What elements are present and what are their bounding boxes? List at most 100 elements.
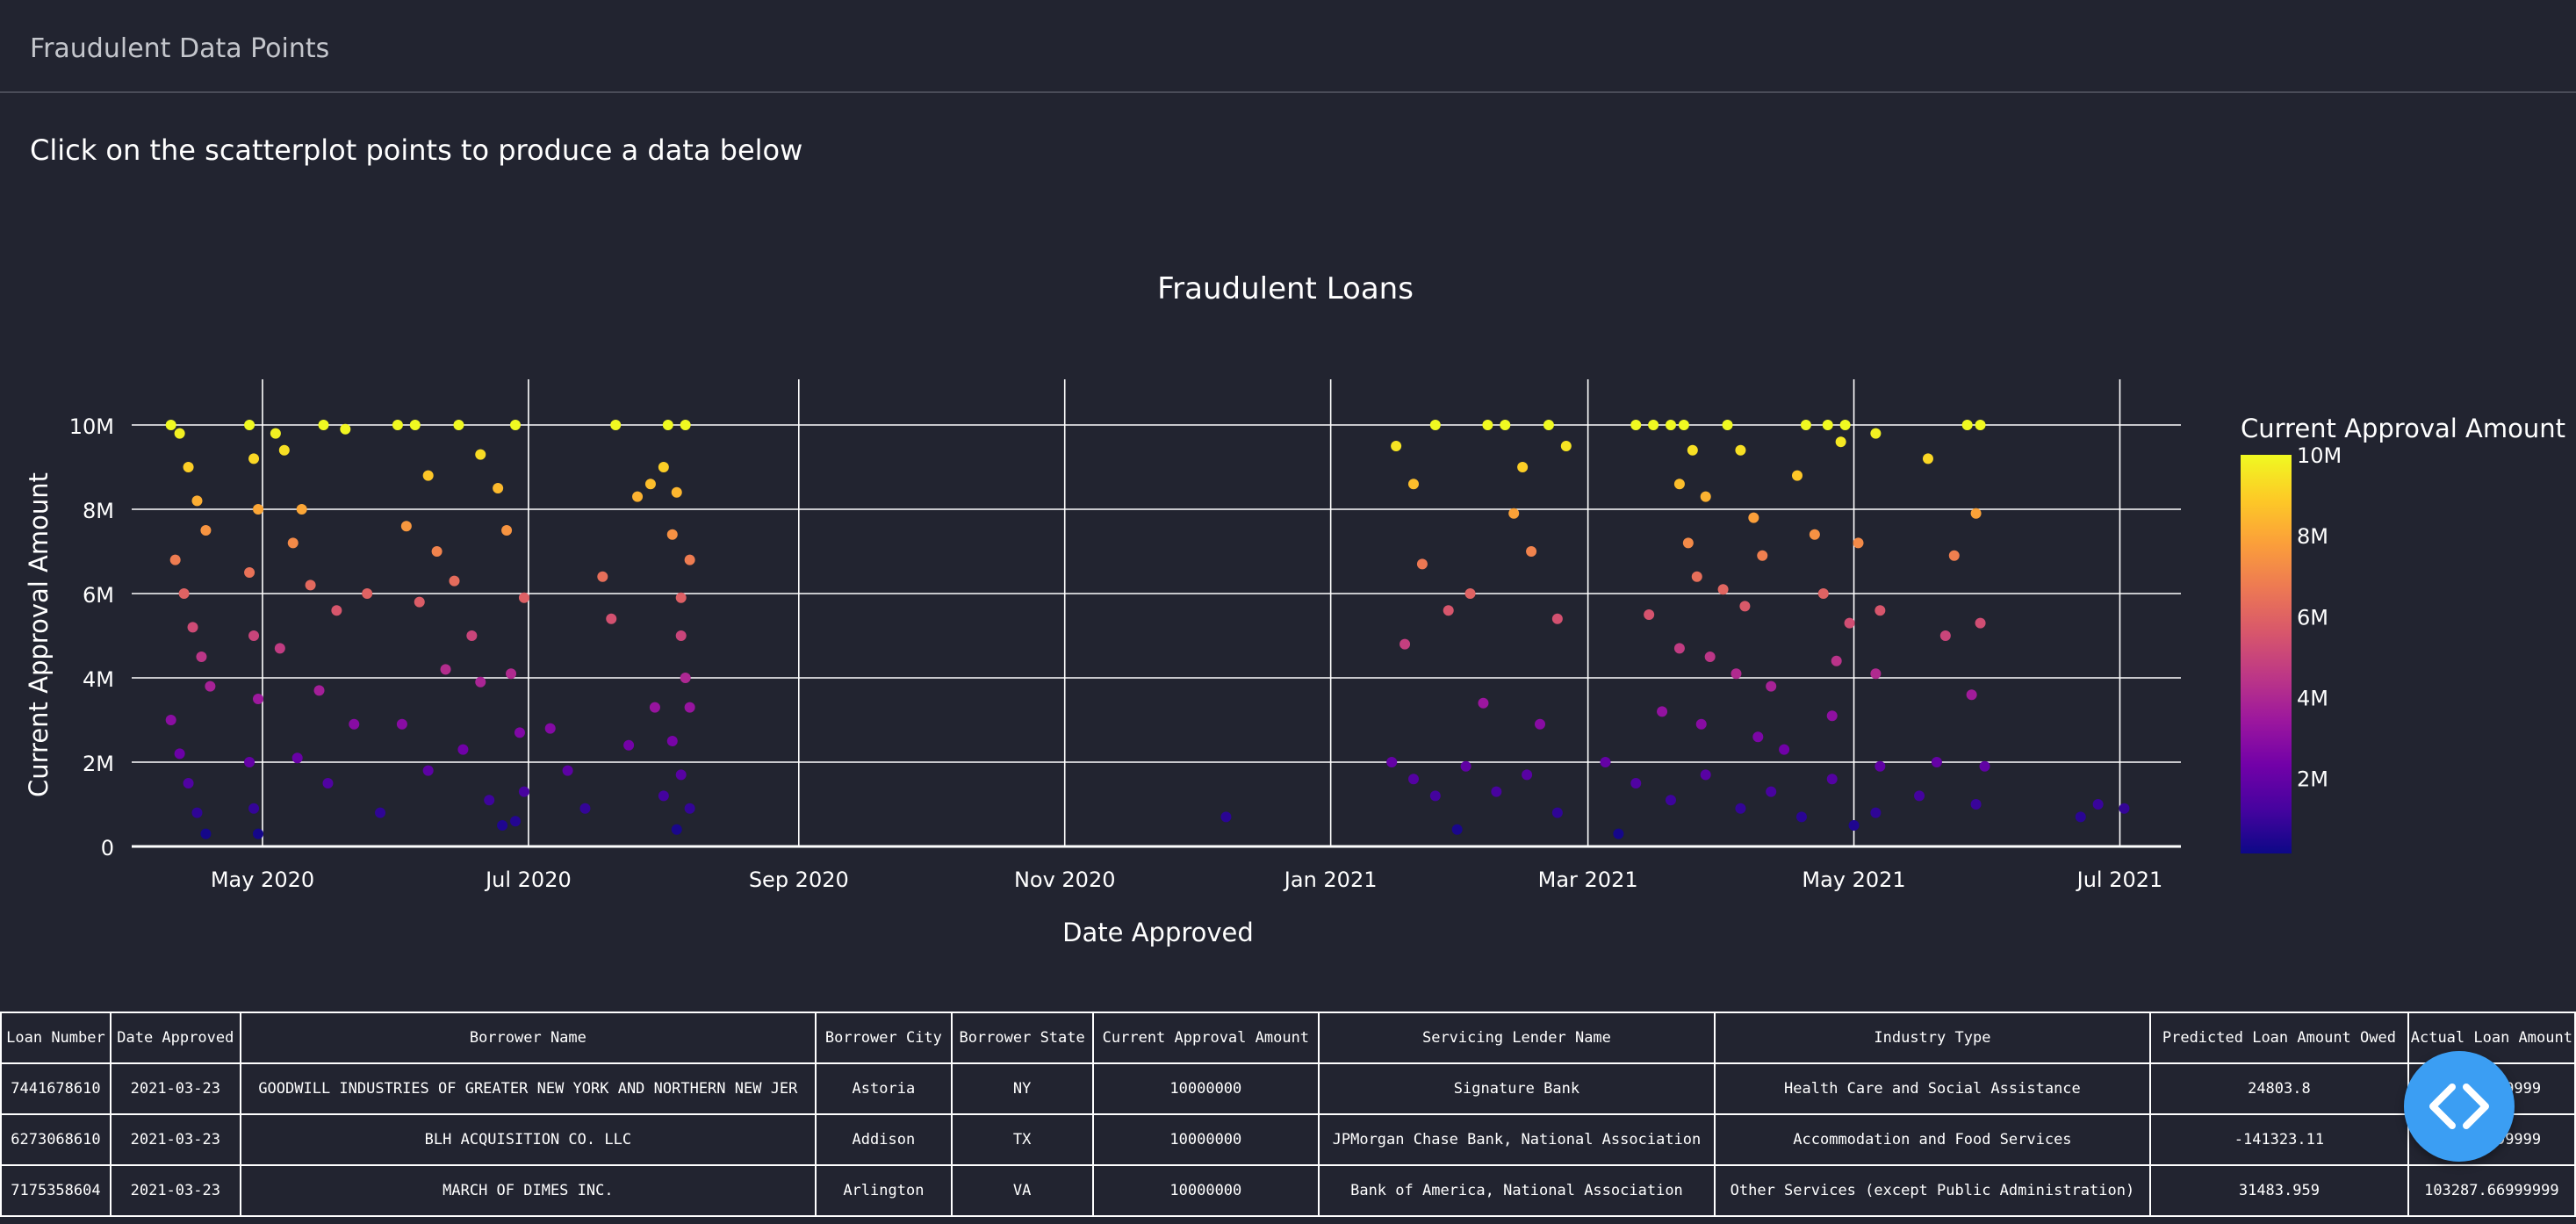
data-point[interactable] [1644,609,1655,620]
data-point[interactable] [1386,757,1398,767]
data-point[interactable] [1870,807,1882,818]
data-point[interactable] [1831,655,1842,666]
data-point[interactable] [422,765,434,776]
data-point[interactable] [340,423,351,435]
data-point[interactable] [1695,718,1707,730]
data-point[interactable] [305,580,316,591]
data-point[interactable] [1979,760,1990,772]
data-point[interactable] [684,803,695,814]
data-point[interactable] [1975,617,1986,629]
data-point[interactable] [322,778,334,788]
data-point[interactable] [409,420,421,430]
data-point[interactable] [1600,757,1611,767]
data-point[interactable] [1443,605,1454,616]
data-point[interactable] [200,828,212,839]
data-point[interactable] [196,652,207,662]
data-point[interactable] [1874,760,1886,772]
data-point[interactable] [1948,550,1960,561]
data-point[interactable] [2119,803,2130,814]
data-point[interactable] [1416,558,1428,570]
data-point[interactable] [1678,420,1689,430]
data-point[interactable] [165,715,176,725]
data-point[interactable] [493,483,504,493]
data-point[interactable] [610,420,622,430]
data-point[interactable] [1407,774,1419,785]
data-point[interactable] [644,479,656,490]
data-point[interactable] [671,824,682,835]
data-point[interactable] [313,685,325,696]
data-point[interactable] [1826,774,1838,785]
data-point[interactable] [2092,799,2104,810]
data-point[interactable] [1757,550,1768,561]
data-point[interactable] [200,525,212,536]
data-point[interactable] [1560,441,1572,451]
data-point[interactable] [270,428,281,439]
data-point[interactable] [244,567,255,578]
data-point[interactable] [518,786,529,797]
data-point[interactable] [466,630,478,641]
data-point[interactable] [1791,470,1802,481]
data-point[interactable] [449,575,460,587]
data-point[interactable] [1551,613,1563,624]
data-point[interactable] [506,668,517,680]
data-point[interactable] [675,630,687,641]
data-point[interactable] [1800,420,1811,430]
data-point[interactable] [187,622,198,633]
data-point[interactable] [1429,420,1441,430]
data-point[interactable] [1682,537,1694,549]
data-point[interactable] [1839,420,1851,430]
data-point[interactable] [1826,710,1838,722]
data-point[interactable] [1722,420,1733,430]
data-point[interactable] [1522,769,1533,781]
data-point[interactable] [1613,828,1624,839]
data-point[interactable] [1648,420,1659,430]
data-point[interactable] [579,803,591,814]
data-point[interactable] [1687,444,1698,456]
data-point[interactable] [174,748,185,760]
data-point[interactable] [1731,668,1742,680]
data-point[interactable] [684,554,695,565]
data-point[interactable] [205,680,216,692]
data-point[interactable] [514,727,525,738]
data-point[interactable] [510,420,522,430]
data-point[interactable] [475,449,486,460]
scatter-chart[interactable]: Fraudulent Loans 0 2M 4M 6M 8M 10M May 2020 Jul… [0,228,2576,983]
data-point[interactable] [291,752,303,764]
data-point[interactable] [1822,420,1833,430]
data-point[interactable] [453,420,464,430]
data-point[interactable] [666,529,678,540]
data-point[interactable] [632,491,644,502]
data-point[interactable] [278,444,290,456]
data-point[interactable] [1460,760,1471,772]
data-point[interactable] [1551,807,1563,818]
data-point[interactable] [649,702,660,713]
data-point[interactable] [1400,638,1411,650]
data-point[interactable] [1630,420,1642,430]
data-point[interactable] [396,718,407,730]
data-point[interactable] [422,470,434,481]
data-point[interactable] [1848,820,1860,831]
data-point[interactable] [1526,546,1537,557]
data-point[interactable] [1700,491,1711,502]
data-point[interactable] [1748,512,1759,523]
data-point[interactable] [1735,444,1746,456]
data-point[interactable] [331,605,342,616]
data-point[interactable] [1691,571,1702,582]
data-point[interactable] [1630,778,1642,788]
data-point[interactable] [1835,436,1846,448]
data-point[interactable] [1665,420,1676,430]
data-point[interactable] [666,736,678,746]
data-point[interactable] [1735,803,1746,814]
data-point[interactable] [274,643,285,654]
data-point[interactable] [1451,824,1463,835]
data-point[interactable] [597,571,608,582]
data-point[interactable] [675,592,687,603]
data-point[interactable] [1508,508,1520,519]
data-point[interactable] [253,694,264,704]
data-point[interactable] [501,525,513,536]
data-point[interactable] [510,816,522,827]
data-point[interactable] [675,769,687,781]
data-point[interactable] [375,807,386,818]
table-row[interactable]: 7441678610 2021-03-23 GOODWILL INDUSTRIES … [0,1062,2576,1115]
data-point[interactable] [1795,811,1807,823]
